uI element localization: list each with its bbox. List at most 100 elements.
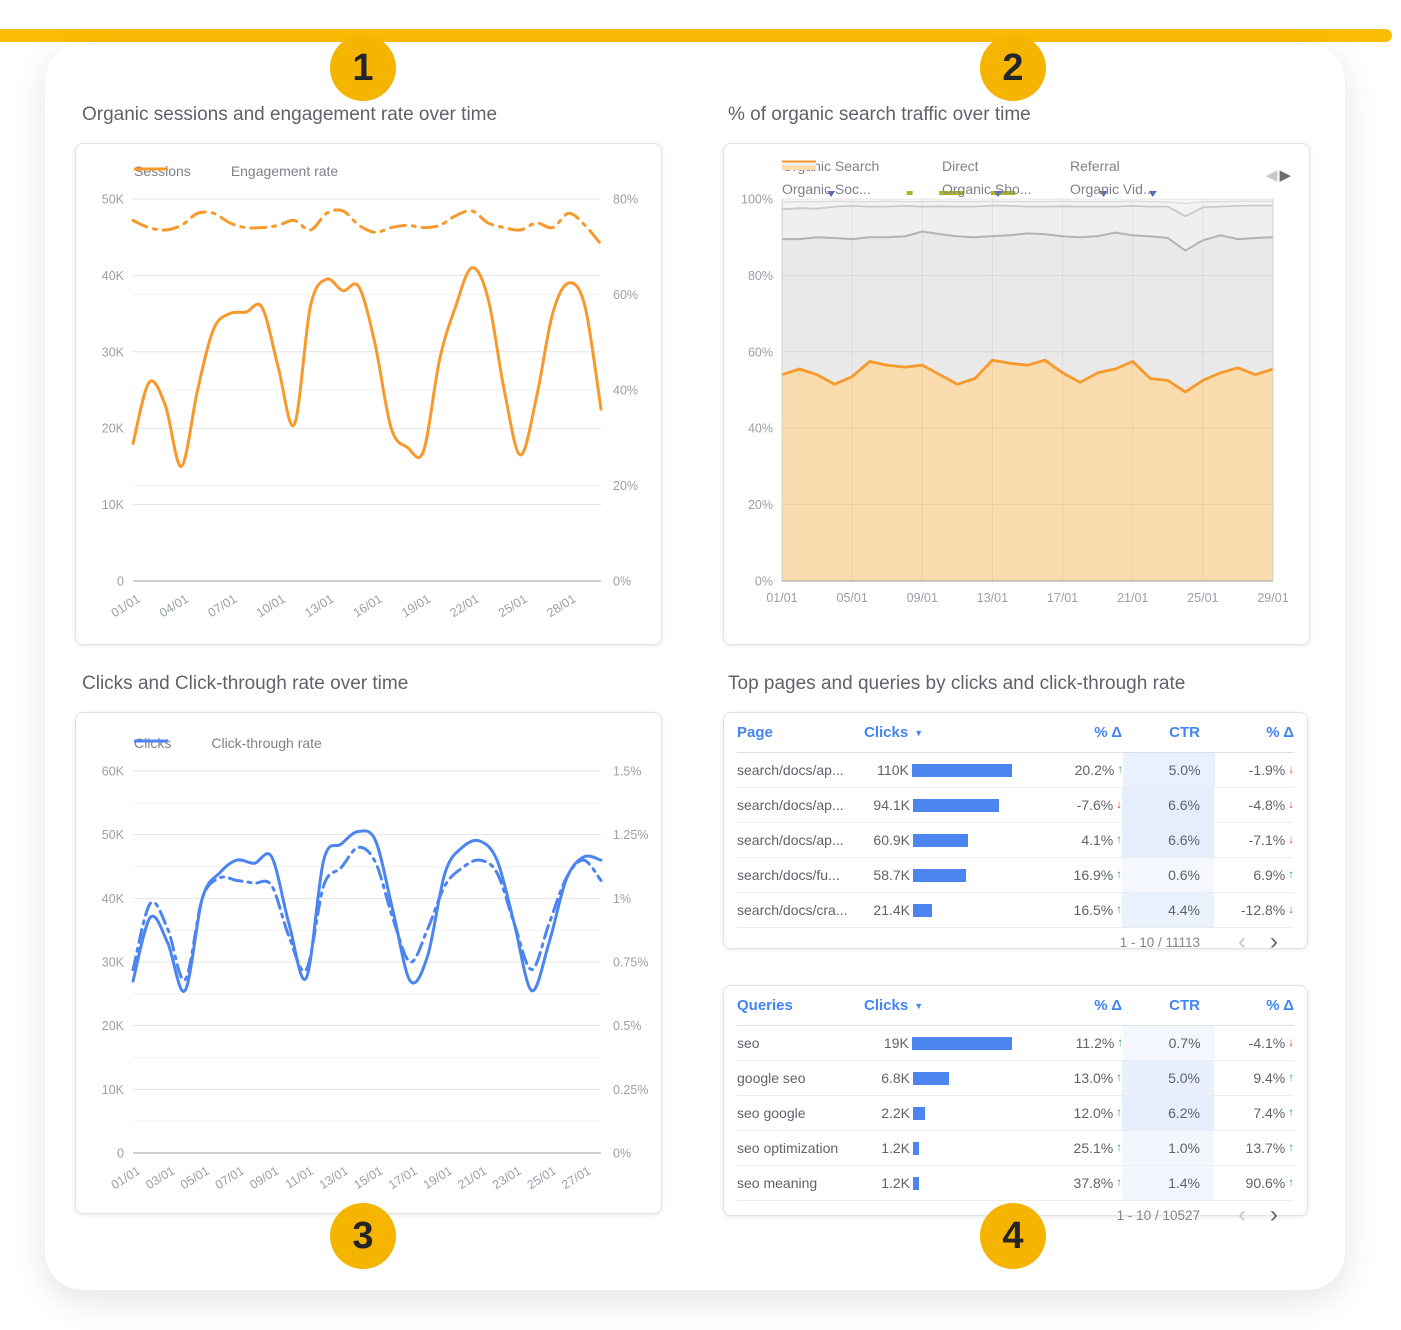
legend-item-organic-soc[interactable]: Organic Soc... <box>782 162 942 197</box>
y-axis-tick-label: 40K <box>102 269 125 283</box>
ctr-delta: 7.4% ↑ <box>1253 1105 1294 1121</box>
y-axis-tick-label: 20K <box>102 1019 125 1033</box>
ctr-value: 0.6% <box>1122 858 1214 892</box>
legend-label: Organic Soc... <box>782 181 871 197</box>
table-row[interactable]: search/docs/ap... 110K 20.2% ↑ 5.0% -1.9% ↓ <box>737 753 1294 788</box>
traffic-share-chart[interactable]: 0% 20% 40% 60% 80% 100% 01/01 05/01 09/01 13/01 17… <box>724 144 1309 644</box>
annotation-badge-1: 1 <box>330 35 396 101</box>
table-row[interactable]: seo optimization 1.2K 25.1% ↑ 1.0% 13.7% ↑ <box>737 1131 1294 1166</box>
row-label: search/docs/fu... <box>737 867 840 883</box>
row-label: seo google <box>737 1105 806 1121</box>
legend-label: Referral <box>1070 158 1120 174</box>
series-marker <box>827 191 836 197</box>
prev-page-button[interactable]: ‹ <box>1238 928 1246 955</box>
clicks-value: 2.2K <box>881 1105 910 1121</box>
col-header-clicks[interactable]: Clicks ▼ <box>864 997 924 1014</box>
table-row[interactable]: seo meaning 1.2K 37.8% ↑ 1.4% 90.6% ↑ <box>737 1166 1294 1201</box>
series-line-1 <box>131 845 603 982</box>
organic-search-line <box>781 358 1274 394</box>
y-axis-tick-label: 40K <box>102 892 125 906</box>
delta-up-arrow-icon: ↑ <box>1288 1072 1294 1084</box>
table-row[interactable]: search/docs/ap... 94.1K -7.6% ↓ 6.6% -4.8% ↓ <box>737 788 1294 823</box>
clicks-chart[interactable]: 0 10K 20K 30K 40K 50K 60K 0% 0.25% 0.5% 0.75% 1% 1.2… <box>76 713 661 1213</box>
ctr-delta: 90.6% ↑ <box>1245 1175 1294 1191</box>
series-line-0 <box>131 266 603 468</box>
table-row[interactable]: google seo 6.8K 13.0% ↑ 5.0% 9.4% ↑ <box>737 1061 1294 1096</box>
boundary-line-1 <box>782 230 1274 252</box>
clicks-bar-zone <box>910 858 1010 892</box>
col-header-ctr[interactable]: CTR <box>1169 997 1200 1014</box>
clicks-value: 1.2K <box>881 1140 910 1156</box>
delta-up-arrow-icon: ↑ <box>1288 1107 1294 1119</box>
clicks-delta: 16.5% ↑ <box>1073 902 1122 918</box>
x-axis-tick-label: 01/01 <box>766 591 797 605</box>
clicks-value: 110K <box>877 762 909 778</box>
legend-item-engagement-rate[interactable]: Engagement rate <box>134 163 338 179</box>
delta-up-arrow-icon: ↑ <box>1288 1177 1294 1189</box>
series-marker <box>906 191 913 195</box>
legend-swatch-icon <box>134 739 168 743</box>
legend-item-organic-sho[interactable]: Organic Sho... <box>782 162 1070 197</box>
table-row[interactable]: seo 19K 11.2% ↑ 0.7% -4.1% ↓ <box>737 1026 1294 1061</box>
ctr-value: 5.0% <box>1123 753 1215 787</box>
y-axis-tick-label: 10K <box>102 1083 125 1097</box>
ctr-value: 0.7% <box>1123 1026 1215 1060</box>
clicks-value: 19K <box>883 1035 909 1051</box>
row-label: seo meaning <box>737 1175 818 1191</box>
delta-up-arrow-icon: ↑ <box>1116 1107 1122 1119</box>
table-row[interactable]: seo google 2.2K 12.0% ↑ 6.2% 7.4% ↑ <box>737 1096 1294 1131</box>
legend-label: Sessions <box>134 163 191 179</box>
col-header-page[interactable]: Page <box>737 724 773 741</box>
table-row[interactable]: search/docs/cra... 21.4K 16.5% ↑ 4.4% -12.8% ↓ <box>737 893 1294 928</box>
y2-axis-tick-label: 1.5% <box>613 765 642 779</box>
sessions-chart[interactable]: 0 10K 20K 30K 40K 50K 0% 20% 40% 60% 80% 01/01 04/01… <box>76 144 661 644</box>
col-header-queries[interactable]: Queries <box>737 997 793 1014</box>
legend-next-arrow-icon[interactable]: ▶ <box>1279 167 1293 184</box>
legend-prev-arrow-icon[interactable]: ◀ <box>1265 167 1280 184</box>
table-row[interactable]: search/docs/ap... 60.9K 4.1% ↑ 6.6% -7.1% ↓ <box>737 823 1294 858</box>
series-marker <box>939 191 964 195</box>
row-label: seo <box>737 1035 760 1051</box>
col-header-ctr[interactable]: CTR <box>1169 724 1200 741</box>
y-axis-tick-label: 50K <box>102 193 125 207</box>
y-axis-tick-label: 30K <box>102 345 125 359</box>
prev-page-button[interactable]: ‹ <box>1238 1201 1246 1228</box>
table-pagination: 1 - 10 / 10527 ‹ › <box>737 1201 1294 1229</box>
y-axis-tick-label: 100% <box>741 193 773 207</box>
y-axis-tick-label: 20K <box>102 422 125 436</box>
clicks-value: 6.8K <box>881 1070 910 1086</box>
legend-label: Clicks <box>134 735 172 751</box>
table-row[interactable]: search/docs/fu... 58.7K 16.9% ↑ 0.6% 6.9% ↑ <box>737 858 1294 893</box>
x-axis-tick-label: 05/01 <box>837 591 868 605</box>
clicks-bar-zone <box>909 753 1012 787</box>
legend-item-organic-vid[interactable]: Organic Vid... <box>782 162 1235 197</box>
ctr-value: 6.6% <box>1122 788 1214 822</box>
y2-axis-tick-label: 1% <box>613 892 631 906</box>
ctr-delta: -7.1% ↓ <box>1248 832 1294 848</box>
y-axis-tick-label: 60% <box>748 345 773 359</box>
legend-item-organic-search[interactable]: Organic Search <box>782 158 942 174</box>
y2-axis-tick-label: 0.75% <box>613 956 648 970</box>
next-page-button[interactable]: › <box>1270 928 1278 955</box>
table-pagination: 1 - 10 / 11113 ‹ › <box>737 928 1294 956</box>
delta-up-arrow-icon: ↑ <box>1117 764 1124 776</box>
ctr-delta: -4.1% ↓ <box>1248 1035 1294 1051</box>
col-header-clicks-delta[interactable]: % Δ <box>1094 724 1122 741</box>
next-page-button[interactable]: › <box>1270 1201 1278 1228</box>
col-header-clicks[interactable]: Clicks ▼ <box>864 724 924 741</box>
legend-item-direct[interactable]: Direct <box>782 158 1070 174</box>
col-header-ctr-delta[interactable]: % Δ <box>1266 724 1294 741</box>
legend-item-click-through-rate[interactable]: Click-through rate <box>134 735 322 751</box>
y-axis-tick-label: 0 <box>117 1147 124 1161</box>
x-axis-tick-label: 19/01 <box>399 592 433 620</box>
sessions-chart-legend: Sessions Engagement rate <box>134 163 338 179</box>
table-header-row: Queries Clicks ▼ % Δ CTR % Δ <box>737 986 1294 1026</box>
col-header-clicks-delta[interactable]: % Δ <box>1094 997 1122 1014</box>
y2-axis-tick-label: 60% <box>613 288 638 302</box>
clicks-bar <box>913 798 999 812</box>
delta-down-arrow-icon: ↓ <box>1116 799 1122 811</box>
col-header-ctr-delta[interactable]: % Δ <box>1266 997 1294 1014</box>
legend-item-referral[interactable]: Referral <box>782 158 1235 174</box>
ctr-value: 4.4% <box>1122 893 1214 927</box>
